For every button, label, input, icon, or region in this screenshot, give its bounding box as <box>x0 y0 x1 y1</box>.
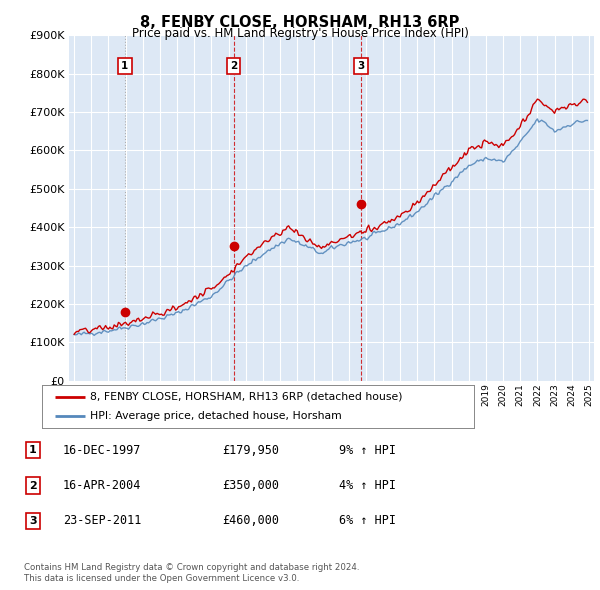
Text: 6% ↑ HPI: 6% ↑ HPI <box>339 514 396 527</box>
Text: 3: 3 <box>358 61 365 71</box>
Text: 3: 3 <box>29 516 37 526</box>
Text: 1: 1 <box>29 445 37 455</box>
Text: 2: 2 <box>29 481 37 490</box>
Text: 8, FENBY CLOSE, HORSHAM, RH13 6RP: 8, FENBY CLOSE, HORSHAM, RH13 6RP <box>140 15 460 30</box>
Text: 9% ↑ HPI: 9% ↑ HPI <box>339 444 396 457</box>
Text: £460,000: £460,000 <box>222 514 279 527</box>
Text: 2: 2 <box>230 61 237 71</box>
Text: £179,950: £179,950 <box>222 444 279 457</box>
Text: 1: 1 <box>121 61 128 71</box>
Text: 23-SEP-2011: 23-SEP-2011 <box>63 514 142 527</box>
Text: This data is licensed under the Open Government Licence v3.0.: This data is licensed under the Open Gov… <box>24 573 299 583</box>
Text: 8, FENBY CLOSE, HORSHAM, RH13 6RP (detached house): 8, FENBY CLOSE, HORSHAM, RH13 6RP (detac… <box>89 392 402 402</box>
Text: HPI: Average price, detached house, Horsham: HPI: Average price, detached house, Hors… <box>89 411 341 421</box>
Text: Contains HM Land Registry data © Crown copyright and database right 2024.: Contains HM Land Registry data © Crown c… <box>24 563 359 572</box>
Text: Price paid vs. HM Land Registry's House Price Index (HPI): Price paid vs. HM Land Registry's House … <box>131 27 469 40</box>
Text: 16-DEC-1997: 16-DEC-1997 <box>63 444 142 457</box>
Text: 4% ↑ HPI: 4% ↑ HPI <box>339 479 396 492</box>
Text: 16-APR-2004: 16-APR-2004 <box>63 479 142 492</box>
Text: £350,000: £350,000 <box>222 479 279 492</box>
